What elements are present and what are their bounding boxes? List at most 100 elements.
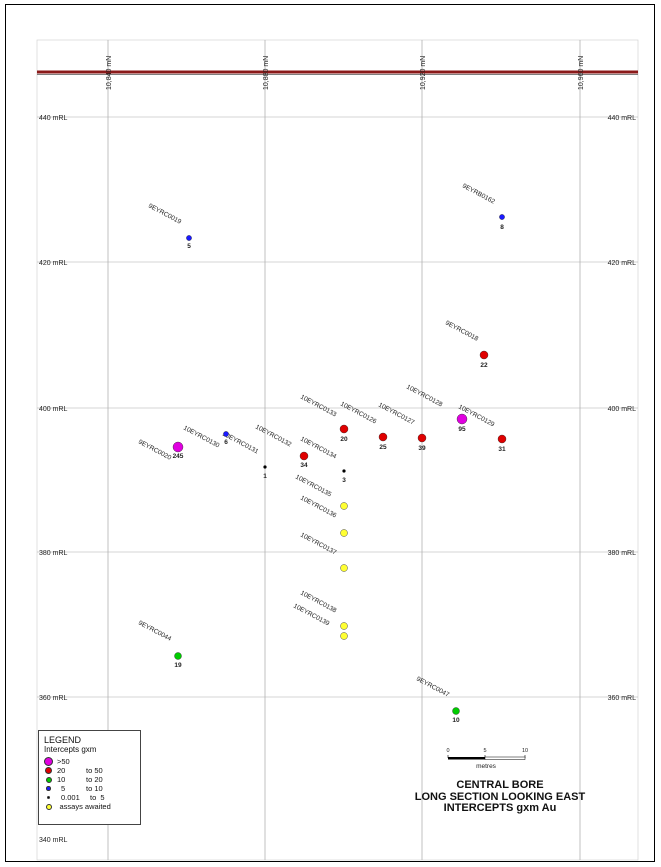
intercept-marker xyxy=(497,434,507,444)
drillhole-name: 10EYRC0137 xyxy=(299,532,338,557)
rl-label-left: 400 mRL xyxy=(39,406,68,413)
legend-item-from: 10 xyxy=(57,775,66,784)
intercept-value: 6 xyxy=(224,439,228,446)
legend-swatch-icon xyxy=(44,757,53,766)
drillhole-name: 10EYRC0136 xyxy=(299,495,338,520)
intercept-marker xyxy=(452,707,460,715)
rl-labels-left: 440 mRL 420 mRL 400 mRL 380 mRL 360 mRL … xyxy=(39,115,68,844)
scale-bar: 0 5 10 metres xyxy=(430,742,540,772)
rl-label-left: 380 mRL xyxy=(39,550,68,557)
intercept-value: 25 xyxy=(379,444,387,451)
intercept-marker xyxy=(172,441,184,453)
rl-label-right: 400 mRL xyxy=(608,406,637,413)
drillhole-name: 10EYRC0130 xyxy=(182,425,221,450)
intercept-marker xyxy=(340,564,348,572)
scale-unit: metres xyxy=(476,763,497,770)
drillhole-name: 9EYRB0162 xyxy=(461,183,496,206)
intercept-marker xyxy=(263,465,267,469)
scale-label: 10 xyxy=(522,748,528,754)
rl-labels-right: 440 mRL 420 mRL 400 mRL 380 mRL 360 mRL xyxy=(608,115,637,702)
legend-item: 20 to 50 xyxy=(44,766,135,775)
drillhole-intercept[interactable]: 10EYRC0132 34 xyxy=(254,424,309,469)
intercept-value: 245 xyxy=(173,453,184,460)
legend-item: 10 to 20 xyxy=(44,775,135,784)
scale-label: 0 xyxy=(446,748,449,754)
intercept-value: 20 xyxy=(340,436,348,443)
drillhole-intercept[interactable]: 10EYRC0136 xyxy=(299,495,348,537)
drillhole-intercept[interactable]: 9EYRC0044 19 xyxy=(137,620,182,669)
drillhole-name: 10EYRC0128 xyxy=(405,384,444,409)
intercept-value: 31 xyxy=(498,446,506,453)
drillhole-intercept[interactable]: 10EYRC0137 xyxy=(299,532,348,572)
intercept-marker xyxy=(299,451,309,461)
map-title-line2: LONG SECTION LOOKING EAST xyxy=(414,790,586,803)
intercept-marker xyxy=(174,652,182,660)
drillhole-name: 10EYRC0135 xyxy=(294,474,333,499)
drillhole-name: 10EYRC0126 xyxy=(339,401,378,426)
legend-item: assays awaited xyxy=(44,802,135,811)
intercept-value: 1 xyxy=(263,473,267,480)
intercept-value: 34 xyxy=(300,462,308,469)
intercept-value: 5 xyxy=(187,243,191,250)
easting-grid xyxy=(107,40,581,860)
intercept-value: 8 xyxy=(500,224,504,231)
rl-label-right: 380 mRL xyxy=(608,550,637,557)
title-block: CENTRAL BORE LONG SECTION LOOKING EAST I… xyxy=(385,779,615,815)
intercept-marker xyxy=(456,413,468,425)
intercept-marker xyxy=(340,502,348,510)
legend-swatch-icon xyxy=(45,776,52,783)
legend-item-label: assays awaited xyxy=(59,802,111,811)
intercept-marker xyxy=(499,214,505,220)
legend-item-from: 20 xyxy=(57,766,66,775)
scale-segment xyxy=(448,757,485,760)
intercept-marker xyxy=(340,632,348,640)
rl-label-left: 340 mRL xyxy=(39,837,68,844)
legend: LEGEND Intercepts gxm >50 20 to 50 10 to… xyxy=(38,730,141,825)
intercept-marker xyxy=(223,431,229,437)
drillhole-intercept[interactable]: 10EYRC0134 3 xyxy=(299,436,346,484)
legend-item-to: to 5 xyxy=(90,793,105,802)
drillhole-intercept[interactable]: 9EYRC0018 22 xyxy=(444,320,489,369)
drillhole-name: 9EYRC0047 xyxy=(415,676,451,699)
intercept-marker xyxy=(417,433,427,443)
legend-item-to: to 20 xyxy=(86,775,103,784)
drillhole-name: 9EYRC0019 xyxy=(147,203,183,226)
intercept-marker xyxy=(340,622,348,630)
intercept-value: 19 xyxy=(174,662,182,669)
rl-label-left: 360 mRL xyxy=(39,695,68,702)
intercept-marker xyxy=(339,424,349,434)
legend-item-from: 0.001 xyxy=(61,793,80,802)
map-frame xyxy=(5,4,655,862)
legend-swatch-icon xyxy=(45,803,52,810)
drillhole-name: 9EYRC0018 xyxy=(444,320,480,343)
intercept-marker xyxy=(479,350,489,360)
drillhole-intercept[interactable]: 10EYRC0139 xyxy=(292,603,348,640)
easting-label: 10,880 mN xyxy=(263,56,270,90)
easting-label: 10,920 mN xyxy=(420,56,427,90)
drillhole-intercepts: 9EYRC0019 5 9EYRB0162 8 9EYRC0018 22 10E… xyxy=(137,183,507,724)
map-title-line1: CENTRAL BORE xyxy=(456,779,544,791)
intercept-value: 39 xyxy=(418,445,426,452)
drillhole-intercept[interactable]: 9EYRC0019 5 xyxy=(147,203,192,250)
intercept-marker xyxy=(342,469,346,473)
rl-label-left: 440 mRL xyxy=(39,115,68,122)
legend-swatch-icon xyxy=(45,767,52,774)
drillhole-intercept[interactable]: 9EYRB0162 8 xyxy=(461,183,505,231)
intercept-value: 95 xyxy=(458,426,466,433)
rl-label-right: 420 mRL xyxy=(608,260,637,267)
map-title-line3: INTERCEPTS gxm Au xyxy=(443,802,557,814)
drillhole-name: 10EYRC0132 xyxy=(254,424,293,449)
scale-label: 5 xyxy=(483,748,486,754)
drillhole-intercept[interactable]: 10EYRC0131 1 xyxy=(221,431,267,480)
legend-item: >50 xyxy=(44,757,135,766)
drillhole-intercept[interactable]: 10EYRC0133 20 xyxy=(299,394,349,443)
rl-label-right: 440 mRL xyxy=(608,115,637,122)
easting-label: 10,840 mN xyxy=(106,56,113,90)
drillhole-intercept[interactable]: 10EYRC0130 6 xyxy=(182,425,229,450)
intercept-marker xyxy=(378,432,388,442)
drillhole-name: 10EYRC0127 xyxy=(377,402,416,427)
drillhole-intercept[interactable]: 9EYRC0020 245 xyxy=(137,439,184,462)
rl-label-right: 360 mRL xyxy=(608,695,637,702)
legend-item: 5 to 10 xyxy=(44,784,135,793)
drillhole-name: 9EYRC0044 xyxy=(137,620,173,643)
